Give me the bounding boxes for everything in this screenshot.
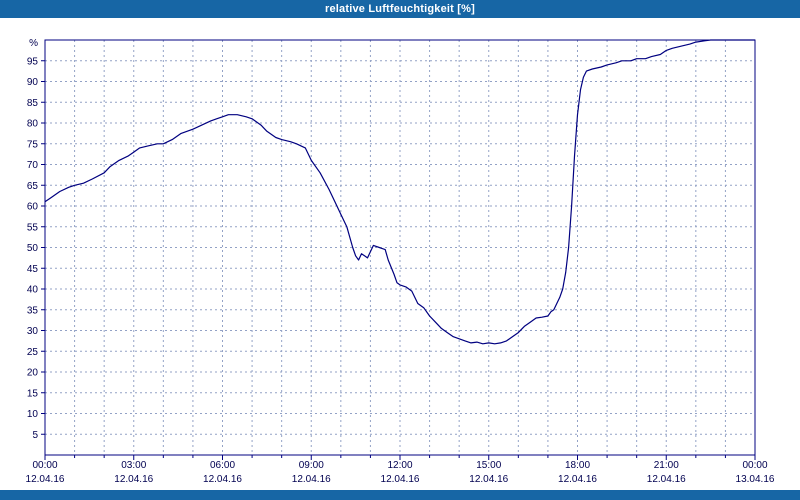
y-tick-label: 50 (27, 243, 39, 254)
y-tick-label: 10 (27, 409, 39, 420)
x-tick-time-label: 15:00 (476, 460, 501, 471)
x-tick-time-label: 09:00 (299, 460, 324, 471)
y-tick-label: 55 (27, 222, 39, 233)
y-tick-label: 15 (27, 388, 39, 399)
x-tick-date-label: 12.04.16 (292, 474, 331, 485)
x-tick-time-label: 18:00 (565, 460, 590, 471)
y-tick-label: 85 (27, 98, 39, 109)
y-tick-label: 80 (27, 119, 39, 130)
window-title: relative Luftfeuchtigkeit [%] (324, 3, 476, 15)
humidity-line-chart: 5 10 15 20 25 30 35 40 45 50 55 60 65 70 75 80 85 90 95% 00… (26, 38, 775, 485)
y-tick-label: 95 (27, 56, 39, 67)
y-tick-label: 65 (27, 181, 39, 192)
x-tick-time-label: 00:00 (742, 460, 767, 471)
y-tick-label: 90 (27, 77, 39, 88)
x-tick-date-label: 12.04.16 (114, 474, 153, 485)
chart-area: 5 10 15 20 25 30 35 40 45 50 55 60 65 70 75 80 85 90 95% 00… (0, 18, 800, 490)
x-tick-time-label: 03:00 (121, 460, 146, 471)
humidity-series-line (44, 39, 755, 345)
y-tick-label: 30 (27, 326, 39, 337)
x-tick-date-label: 12.04.16 (647, 474, 686, 485)
y-tick-label: 70 (27, 160, 39, 171)
x-tick-time-label: 06:00 (210, 460, 235, 471)
x-tick-date-label: 12.04.16 (203, 474, 242, 485)
x-tick-time-label: 12:00 (387, 460, 412, 471)
y-axis-unit-label: % (29, 38, 38, 49)
y-tick-label: 75 (27, 139, 39, 150)
x-tick-date-label: 12.04.16 (558, 474, 597, 485)
y-tick-label: 40 (27, 285, 39, 296)
x-tick-time-label: 00:00 (32, 460, 57, 471)
y-tick-label: 45 (27, 264, 39, 275)
x-tick-date-label: 13.04.16 (736, 474, 775, 485)
x-tick-date-label: 12.04.16 (469, 474, 508, 485)
y-tick-label: 25 (27, 347, 39, 358)
bottom-bar (0, 490, 800, 500)
y-tick-label: 35 (27, 305, 39, 316)
x-tick-date-label: 12.04.16 (26, 474, 65, 485)
x-tick-time-label: 21:00 (654, 460, 679, 471)
x-tick-date-label: 12.04.16 (381, 474, 420, 485)
window-title-bar: relative Luftfeuchtigkeit [%] (0, 0, 800, 18)
y-tick-label: 5 (32, 430, 38, 441)
y-tick-label: 20 (27, 368, 39, 379)
y-tick-label: 60 (27, 202, 39, 213)
